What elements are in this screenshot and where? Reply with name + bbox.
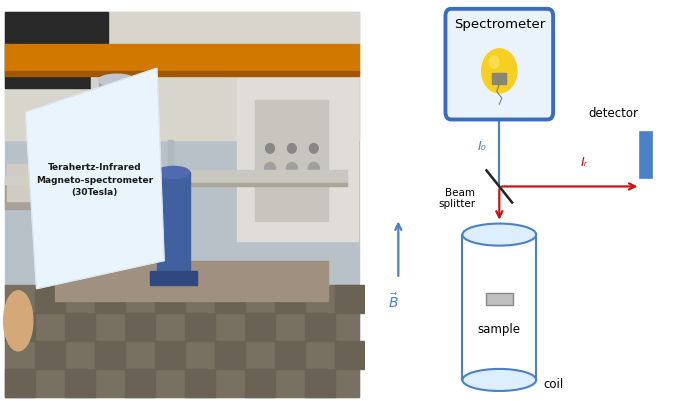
Bar xyxy=(245,313,275,341)
Bar xyxy=(5,176,159,184)
Bar xyxy=(18,170,346,184)
Bar xyxy=(215,285,245,313)
Bar xyxy=(5,44,359,72)
Bar xyxy=(215,341,245,369)
Bar xyxy=(5,12,359,140)
Circle shape xyxy=(481,49,517,93)
Bar xyxy=(8,164,44,200)
Circle shape xyxy=(288,144,296,153)
Circle shape xyxy=(265,162,276,174)
Bar xyxy=(95,285,125,313)
Bar xyxy=(275,341,305,369)
Bar xyxy=(275,285,305,313)
Bar xyxy=(462,235,536,380)
Bar xyxy=(492,73,506,84)
Circle shape xyxy=(308,162,319,174)
Bar xyxy=(91,68,146,241)
Bar xyxy=(486,293,513,305)
Text: $\vec{B}$: $\vec{B}$ xyxy=(388,293,399,311)
Bar xyxy=(335,285,364,313)
Bar xyxy=(5,71,359,76)
Circle shape xyxy=(286,162,297,174)
Bar xyxy=(95,341,125,369)
Bar xyxy=(125,369,155,397)
Bar xyxy=(256,100,329,221)
Bar xyxy=(98,80,135,180)
Bar xyxy=(35,341,65,369)
Ellipse shape xyxy=(98,74,135,86)
Bar xyxy=(5,285,359,397)
Text: Spectrometer: Spectrometer xyxy=(454,18,545,31)
Bar xyxy=(65,313,95,341)
Text: sample: sample xyxy=(478,323,521,336)
Bar xyxy=(237,72,357,241)
Bar xyxy=(5,369,35,397)
Bar xyxy=(305,369,335,397)
Bar xyxy=(65,369,95,397)
Bar xyxy=(335,341,364,369)
Bar xyxy=(157,172,190,273)
Bar xyxy=(5,12,108,88)
Bar xyxy=(35,285,65,313)
Bar xyxy=(5,313,35,341)
Bar xyxy=(168,140,173,172)
Circle shape xyxy=(489,56,499,68)
Text: I₀: I₀ xyxy=(477,140,486,153)
Bar xyxy=(125,313,155,341)
Bar xyxy=(5,180,89,209)
Bar xyxy=(640,132,651,178)
Text: Terahertz-Infrared
Magneto-spectrometer
(30Tesla): Terahertz-Infrared Magneto-spectrometer … xyxy=(36,164,153,197)
Bar xyxy=(55,261,329,301)
Bar xyxy=(305,313,335,341)
Circle shape xyxy=(265,144,274,153)
Text: Iᵣ: Iᵣ xyxy=(581,156,588,169)
Bar xyxy=(155,341,185,369)
Ellipse shape xyxy=(3,291,33,351)
Bar xyxy=(149,271,197,285)
Bar xyxy=(185,369,215,397)
Ellipse shape xyxy=(157,166,190,178)
Bar xyxy=(155,285,185,313)
Bar xyxy=(245,369,275,397)
FancyBboxPatch shape xyxy=(445,9,553,119)
Text: Beam
splitter: Beam splitter xyxy=(438,188,475,209)
Bar xyxy=(18,183,346,186)
Ellipse shape xyxy=(462,224,536,245)
Text: coil: coil xyxy=(544,379,564,391)
Bar xyxy=(185,313,215,341)
Text: detector: detector xyxy=(589,107,639,120)
Polygon shape xyxy=(25,68,164,289)
Circle shape xyxy=(310,144,318,153)
Ellipse shape xyxy=(462,369,536,391)
